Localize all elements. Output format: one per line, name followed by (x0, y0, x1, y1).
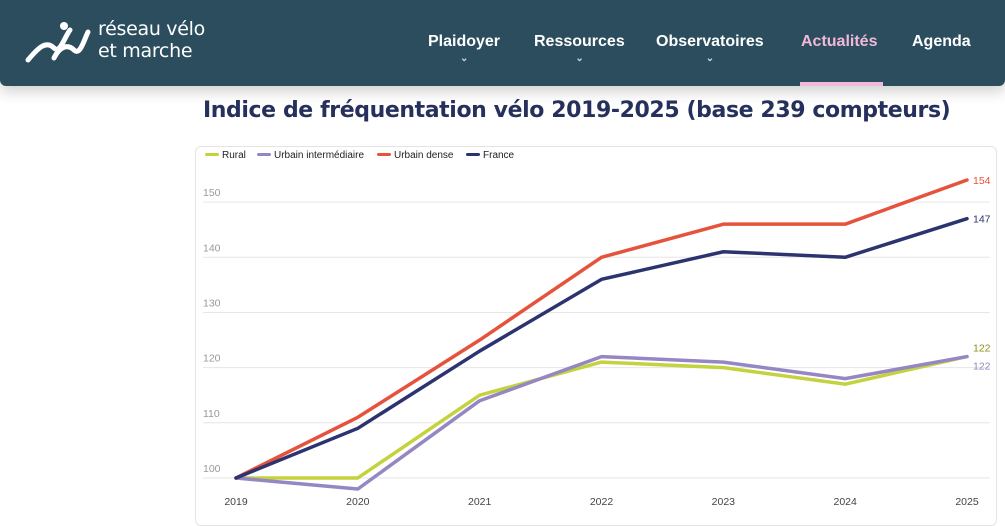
chart-card (195, 146, 997, 526)
site-header: réseau vélo et marche Plaidoyer ⌄ Ressou… (0, 0, 1005, 86)
legend-item-urbain-intermediaire[interactable]: Urbain intermédiaire (257, 150, 364, 161)
legend-item-urbain-dense[interactable]: Urbain dense (377, 150, 453, 161)
nav-ressources[interactable]: Ressources ⌄ (534, 33, 625, 64)
logo-mark-icon (25, 22, 91, 63)
logo-line-2: et marche (98, 40, 193, 62)
nav-agenda[interactable]: Agenda (912, 33, 971, 51)
nav-label: Observatoires (656, 33, 764, 50)
logo-line-1: réseau vélo (98, 18, 205, 40)
chevron-down-icon: ⌄ (705, 53, 715, 64)
legend-swatch (205, 152, 219, 156)
nav-label: Ressources (534, 33, 625, 50)
legend-label: Urbain intermédiaire (274, 150, 365, 161)
nav-plaidoyer[interactable]: Plaidoyer ⌄ (428, 33, 501, 64)
nav-observatoires[interactable]: Observatoires ⌄ (656, 33, 764, 64)
legend-swatch (377, 152, 391, 156)
nav-label: Agenda (912, 33, 971, 50)
logo-text: réseau vélo et marche (98, 18, 205, 62)
legend-label: France (483, 150, 515, 161)
legend-swatch (466, 152, 480, 156)
site-logo[interactable]: réseau vélo et marche (24, 16, 224, 68)
legend-label: Rural (222, 150, 246, 161)
nav-actualites[interactable]: Actualités (801, 33, 877, 51)
nav-label: Actualités (801, 33, 878, 50)
nav-label: Plaidoyer (428, 33, 501, 50)
legend-swatch (257, 152, 271, 156)
legend-item-rural[interactable]: Rural (205, 150, 246, 161)
legend-item-france[interactable]: France (466, 150, 514, 161)
page-title: Indice de fréquentation vélo 2019-2025 (… (203, 98, 951, 123)
chevron-down-icon: ⌄ (460, 53, 469, 64)
nav-active-indicator (800, 82, 883, 86)
chevron-down-icon: ⌄ (575, 53, 584, 64)
legend-label: Urbain dense (394, 150, 454, 161)
